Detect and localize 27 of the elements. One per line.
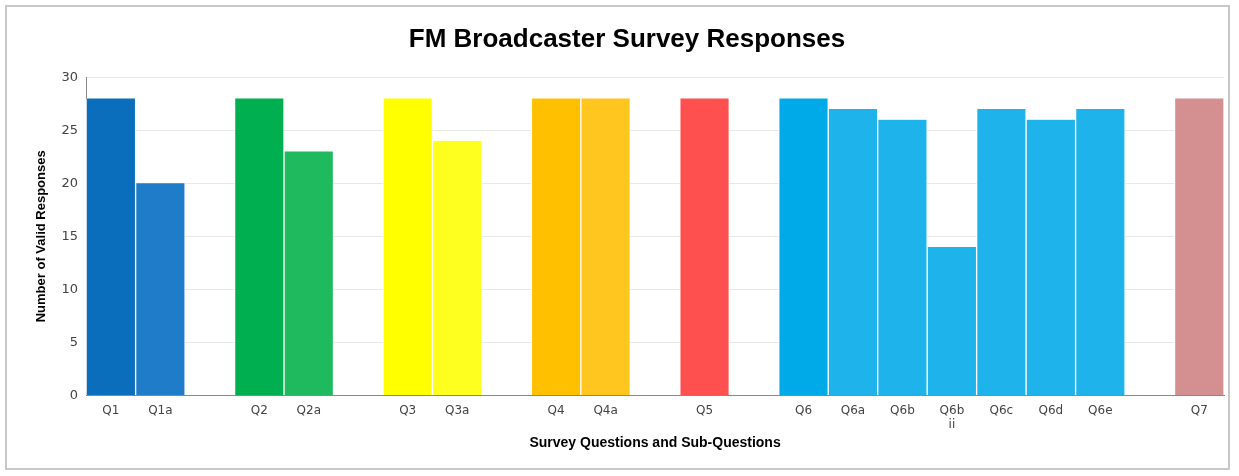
x-tick-label: Q6 [794, 402, 813, 417]
x-tick-label: Q4 [547, 402, 565, 417]
y-tick-label: 15 [61, 227, 79, 243]
x-tick-label: Q3 [399, 402, 417, 417]
x-axis-title: Survey Questions and Sub-Questions [529, 434, 781, 451]
y-tick-label: 10 [61, 280, 79, 296]
chart-title: FM Broadcaster Survey Responses [408, 22, 846, 53]
x-tick-label: Q6b ii [939, 402, 965, 432]
x-tick-label: Q6c [989, 402, 1014, 417]
y-tick-label: 5 [69, 333, 79, 349]
x-tick-label: Q3a [444, 402, 470, 417]
x-tick-label: Q6e [1088, 402, 1113, 417]
y-tick-label: 25 [61, 121, 79, 137]
y-tick-label: 20 [61, 174, 79, 190]
x-tick-label: Q6d [1038, 402, 1064, 417]
y-tick-label: 30 [61, 68, 79, 84]
x-tick-label: Q2 [250, 402, 268, 417]
x-tick-label: Q4a [593, 402, 618, 417]
x-tick-label: Q2a [296, 402, 321, 417]
x-tick-label: Q5 [696, 402, 714, 417]
x-tick-label: Q7 [1190, 402, 1208, 417]
x-tick-label: Q6a [840, 402, 866, 417]
y-axis-title: Number of Valid Responses [33, 150, 49, 323]
x-tick-label: Q6b [890, 402, 915, 417]
x-tick-label: Q1 [102, 402, 120, 417]
y-tick-label: 0 [69, 386, 79, 402]
x-tick-label: Q1a [148, 402, 173, 417]
